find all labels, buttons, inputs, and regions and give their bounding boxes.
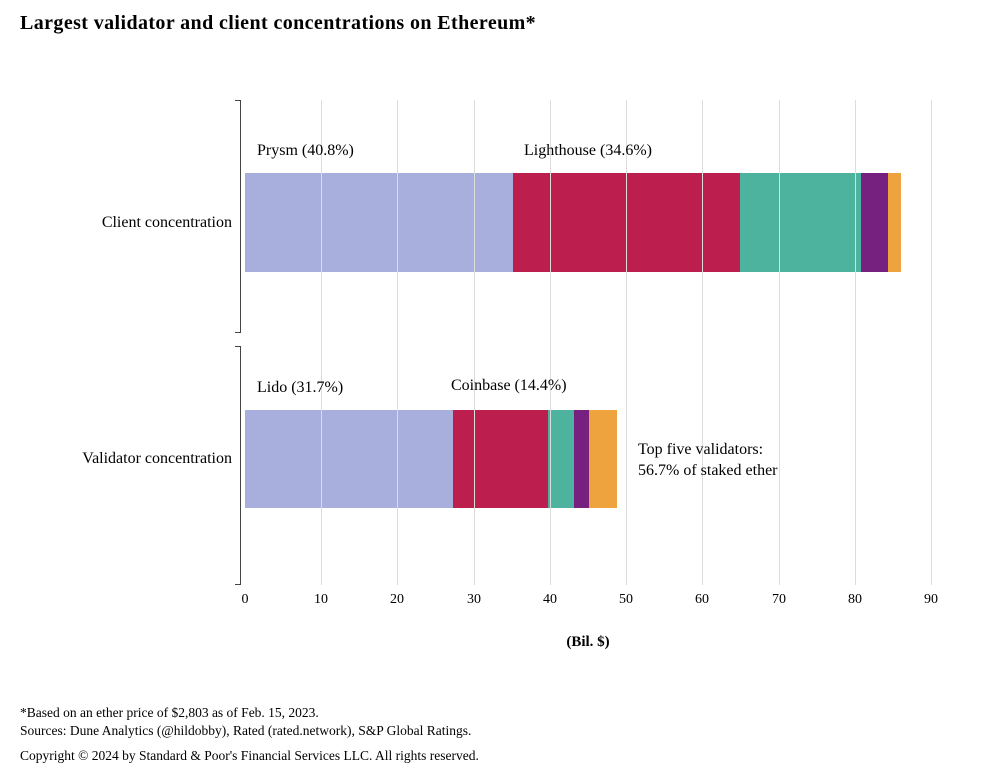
bar-segment [860, 173, 889, 272]
annotation-line-1: Top five validators: [638, 441, 764, 458]
x-tick-label: 10 [314, 592, 328, 607]
x-tick-label: 30 [467, 592, 481, 607]
segment-label-prysm: Prysm (40.8%) [257, 142, 354, 159]
gridline [702, 100, 703, 585]
bar-segment [588, 410, 617, 508]
x-axis-ticks: 0 10 20 30 40 50 60 70 80 90 [241, 592, 939, 612]
x-tick-label: 70 [772, 592, 786, 607]
bar-segment [547, 410, 575, 508]
x-tick-label: 20 [390, 592, 404, 607]
x-tick-label: 60 [695, 592, 709, 607]
annotation-top-five-validators: Top five validators: 56.7% of staked eth… [638, 439, 778, 481]
y-axis-line [240, 100, 241, 332]
footnote-price-note: *Based on an ether price of $2,803 as of… [20, 705, 319, 720]
y-axis-tick [235, 584, 241, 585]
chart-title: Largest validator and client concentrati… [20, 12, 537, 34]
category-label-client: Client concentration [101, 214, 232, 231]
x-tick-label: 50 [619, 592, 633, 607]
y-axis-tick [235, 346, 241, 347]
x-tick-label: 0 [241, 592, 249, 607]
bar-segment [245, 173, 513, 272]
gridline [550, 100, 551, 585]
gridline [855, 100, 856, 585]
segment-label-coinbase: Coinbase (14.4%) [451, 377, 567, 394]
x-tick-label: 90 [924, 592, 938, 607]
y-axis-tick [235, 100, 241, 101]
bar-segment [453, 410, 548, 508]
x-axis-label: (Bil. $) [566, 634, 610, 650]
x-tick-label: 40 [543, 592, 557, 607]
gridline [779, 100, 780, 585]
y-axis-line [240, 346, 241, 585]
category-label-validator: Validator concentration [82, 450, 232, 467]
gridline [397, 100, 398, 585]
plot-area [235, 100, 932, 585]
gridline [931, 100, 932, 585]
gridline [626, 100, 627, 585]
annotation-line-2: 56.7% of staked ether [638, 462, 778, 479]
bar-segment [739, 173, 861, 272]
footnote-sources: Sources: Dune Analytics (@hildobby), Rat… [20, 723, 472, 738]
bar-segment [245, 410, 454, 508]
bar-segment [888, 173, 901, 272]
bar-segment [574, 410, 589, 508]
y-axis-tick [235, 332, 241, 333]
segment-label-lighthouse: Lighthouse (34.6%) [524, 142, 652, 159]
segment-label-lido: Lido (31.7%) [257, 379, 344, 396]
x-tick-label: 80 [848, 592, 862, 607]
gridline [474, 100, 475, 585]
footnote-copyright: Copyright © 2024 by Standard & Poor's Fi… [20, 748, 479, 763]
gridline [321, 100, 322, 585]
